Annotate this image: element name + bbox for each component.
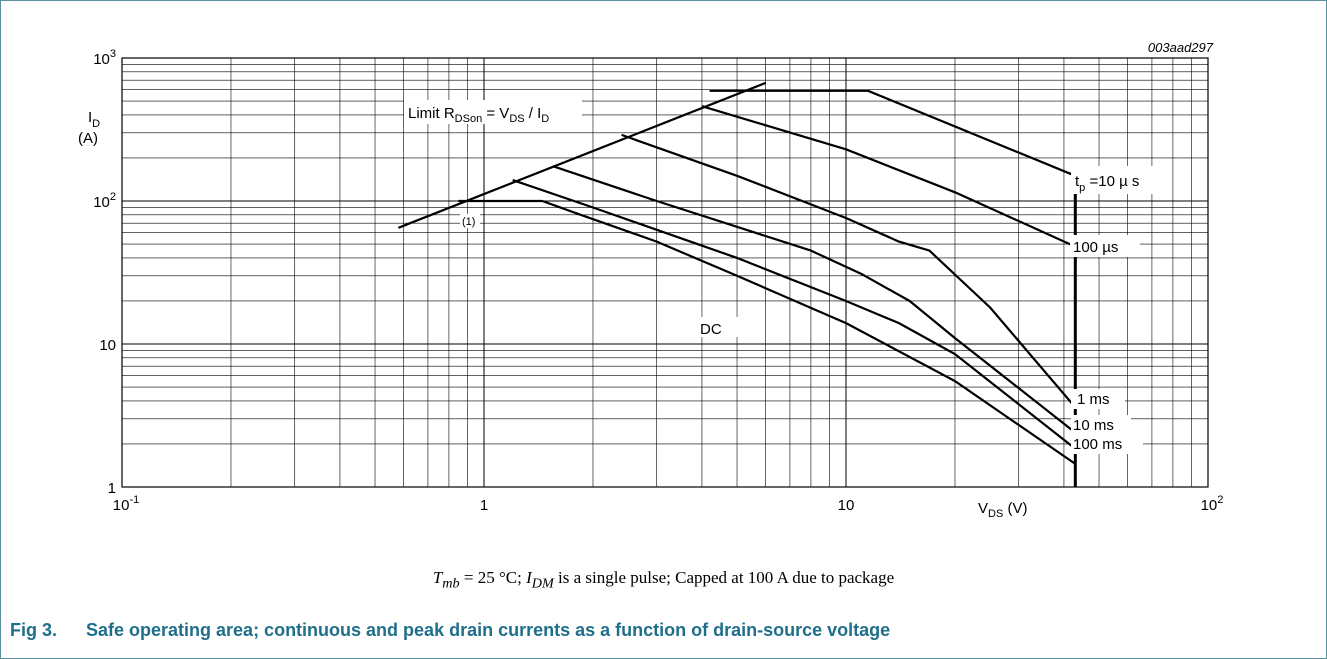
- tp1ms-label-bg: [1071, 389, 1125, 409]
- tp10ms-label-bg: [1071, 415, 1131, 435]
- figure-number: Fig 3.: [10, 620, 58, 640]
- x-tick-label: 10: [838, 497, 855, 514]
- series-label-tp1ms: 1 ms: [1077, 391, 1110, 408]
- curves: [397, 81, 1077, 487]
- note1-bg: [460, 214, 480, 228]
- curve-tp10ms: [552, 165, 1076, 434]
- y-tick-label: 102: [93, 191, 116, 211]
- series-label-tp10ms: 10 ms: [1073, 417, 1114, 434]
- curve-tp10us: [709, 89, 1076, 177]
- dc-label: DC: [700, 321, 722, 338]
- test-conditions: Tmb = 25 °C; IDM is a single pulse; Capp…: [432, 568, 895, 592]
- x-tick-label: 102: [1201, 494, 1224, 514]
- tp100us-label-bg: [1070, 235, 1140, 257]
- curve-dc: [458, 199, 1076, 465]
- figure-title: Safe operating area; continuous and peak…: [86, 620, 891, 640]
- dc-label-bg: [698, 317, 738, 337]
- curve-tp100ms: [512, 179, 1076, 450]
- plot-border: [121, 57, 1209, 488]
- series-label-tp100ms: 100 ms: [1073, 436, 1122, 453]
- figure-code: 003aad297: [1148, 40, 1214, 55]
- curve-tp1ms: [621, 133, 1077, 409]
- tp10us-label-bg: [1071, 166, 1171, 194]
- limit-label-bg: [404, 100, 582, 124]
- curve-tp100us: [701, 105, 1076, 248]
- x-axis-label: VDS (V): [978, 500, 1027, 520]
- limit-rdson-label: Limit RDSon = VDS / ID: [408, 105, 549, 125]
- x-tick-label: 10-1: [113, 494, 139, 514]
- series-label-tp100us: 100 µs: [1073, 239, 1118, 256]
- note-1-label: (1): [462, 216, 475, 228]
- figure-caption: Fig 3. Safe operating area; continuous an…: [10, 620, 890, 641]
- x-tick-label: 1: [480, 497, 488, 514]
- y-axis-label: ID: [88, 109, 100, 130]
- y-tick-label: 103: [93, 48, 116, 68]
- tp100ms-label-bg: [1071, 434, 1143, 454]
- y-tick-label: 1: [108, 480, 116, 497]
- y-axis-unit: (A): [78, 130, 98, 147]
- y-tick-label: 10: [99, 337, 116, 354]
- series-label-tp10us: tp =10 µ s: [1075, 173, 1139, 194]
